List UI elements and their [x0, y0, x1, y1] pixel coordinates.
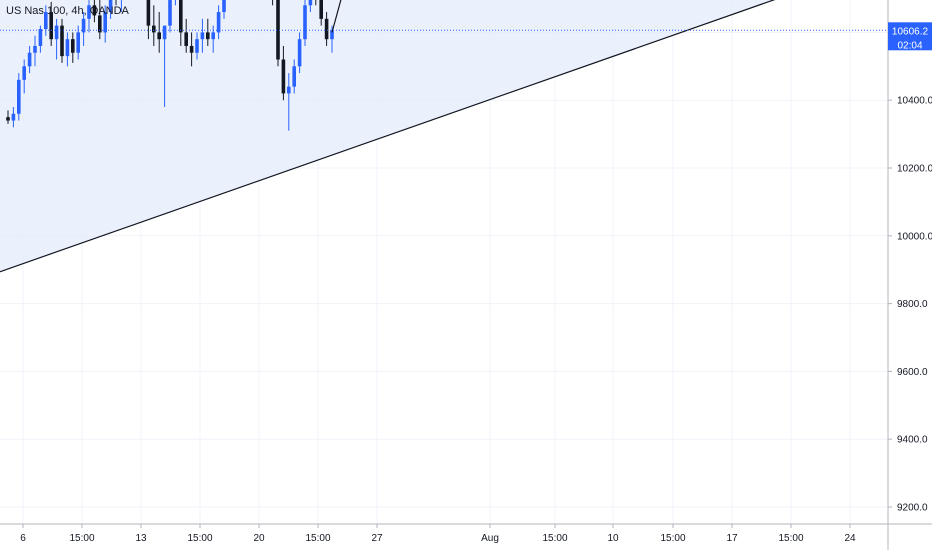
y-tick-label: 9400.0	[897, 435, 928, 446]
y-tick-label: 10400.0	[897, 96, 932, 107]
candle-body	[98, 15, 102, 33]
x-tick-label: Aug	[481, 533, 499, 544]
x-tick-label: 17	[726, 533, 738, 544]
candle-body	[162, 25, 167, 40]
candle-body	[38, 29, 43, 46]
y-tick-label: 9200.0	[897, 503, 928, 514]
candle-body	[65, 39, 70, 57]
candle-body	[308, 0, 313, 6]
candle-body	[184, 32, 188, 46]
y-tick-label: 10200.0	[897, 164, 932, 175]
candle-body	[33, 45, 37, 53]
current-price-label: 10606.2	[892, 26, 929, 37]
candle-body	[303, 5, 307, 40]
candle-body	[324, 18, 329, 40]
candle-body	[179, 0, 183, 33]
x-tick-label: 15:00	[187, 533, 212, 544]
candle-body	[103, 12, 107, 33]
candle-body	[287, 86, 291, 94]
x-tick-label: 15:00	[660, 533, 685, 544]
candle-body	[146, 0, 151, 26]
x-tick-label: 15:00	[778, 533, 803, 544]
x-tick-label: 15:00	[69, 533, 94, 544]
candle-body	[152, 25, 156, 33]
candle-body	[108, 0, 113, 13]
x-tick-label: 6	[20, 533, 26, 544]
candle-body	[17, 79, 21, 114]
candle-body	[216, 12, 221, 33]
channel-fill	[0, 0, 774, 272]
channel-lower-line	[0, 0, 776, 273]
candle-body	[87, 5, 91, 19]
candle-body	[6, 117, 10, 121]
candle-body	[49, 12, 53, 40]
y-tick-label: 10000.0	[897, 231, 932, 242]
candle-body	[81, 18, 86, 33]
candle-body	[281, 59, 286, 94]
candle-body	[76, 32, 80, 53]
x-tick-label: 13	[135, 533, 147, 544]
y-tick-label: 9600.0	[897, 367, 928, 378]
candle-body	[319, 0, 323, 19]
x-tick-label: 15:00	[305, 533, 330, 544]
candle-body	[54, 25, 59, 40]
candlestick-series	[6, 0, 334, 131]
candle-body	[222, 0, 226, 13]
x-tick-label: 20	[253, 533, 265, 544]
candle-body	[44, 12, 48, 30]
candle-body	[60, 25, 64, 57]
y-tick-label: 9800.0	[897, 299, 928, 310]
x-tick-label: 24	[844, 533, 856, 544]
x-tick-label: 27	[371, 533, 383, 544]
candle-body	[189, 45, 194, 53]
chart-title: US Nas 100, 4h, OANDA	[6, 5, 129, 17]
candle-body	[297, 39, 302, 67]
candle-body	[27, 52, 32, 67]
candle-body	[157, 32, 161, 40]
candle-body	[292, 66, 296, 87]
candle-body	[206, 32, 210, 40]
countdown-label: 02:04	[897, 40, 922, 51]
candle-body	[92, 5, 97, 16]
candle-body	[22, 66, 26, 80]
candle-body	[276, 0, 280, 60]
candle-body	[330, 30, 334, 40]
candle-body	[195, 39, 199, 53]
x-tick-label: 15:00	[542, 533, 567, 544]
ascending-channel	[0, 0, 776, 273]
candle-body	[211, 32, 215, 40]
candle-body	[11, 113, 16, 121]
candle-body	[200, 32, 205, 40]
current-price-tag	[888, 22, 932, 51]
candle-body	[71, 39, 75, 53]
x-tick-label: 10	[607, 533, 619, 544]
candle-body	[168, 0, 172, 26]
